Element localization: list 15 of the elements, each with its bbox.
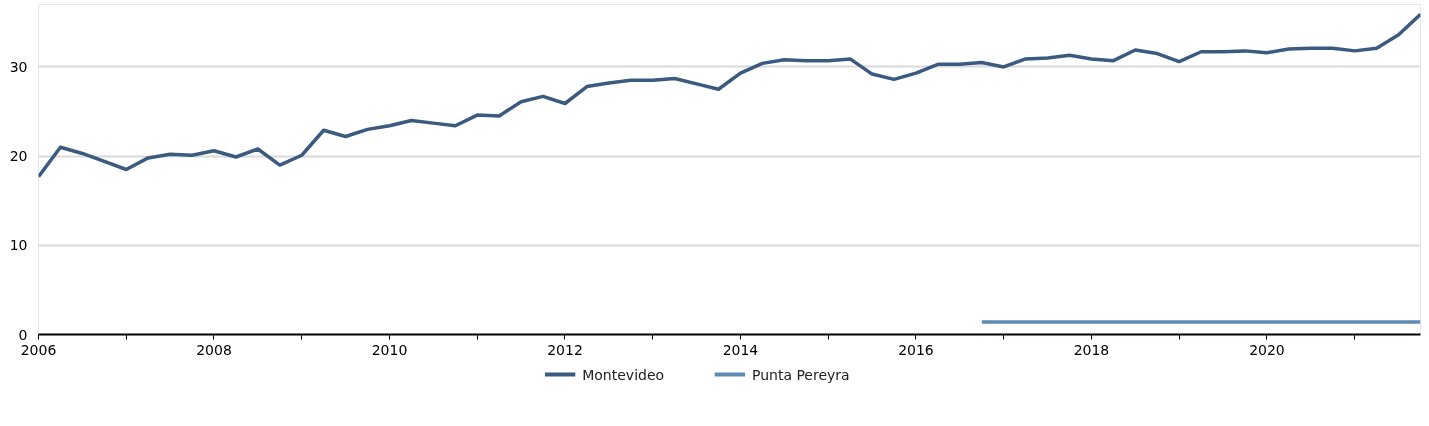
x-tick-label: 2014 — [722, 341, 759, 358]
x-tick-label: 2008 — [196, 341, 232, 358]
x-tick-label: 2016 — [898, 341, 934, 358]
y-tick-label: 10 — [9, 237, 28, 254]
line-series — [38, 12, 1421, 179]
x-tick-label: 2020 — [1249, 341, 1285, 358]
y-tick-label: 0 — [18, 326, 28, 343]
y-tick-label: 20 — [9, 148, 28, 165]
y-tick-label: 30 — [9, 58, 28, 75]
x-tick-label: 2018 — [1073, 341, 1110, 358]
legend-label: Punta Pereyra — [751, 366, 850, 383]
x-tick-label: 2012 — [547, 341, 583, 358]
x-tick-label: 2010 — [371, 341, 408, 358]
legend-label: Montevideo — [582, 366, 665, 383]
x-tick-label: 2006 — [20, 341, 57, 358]
